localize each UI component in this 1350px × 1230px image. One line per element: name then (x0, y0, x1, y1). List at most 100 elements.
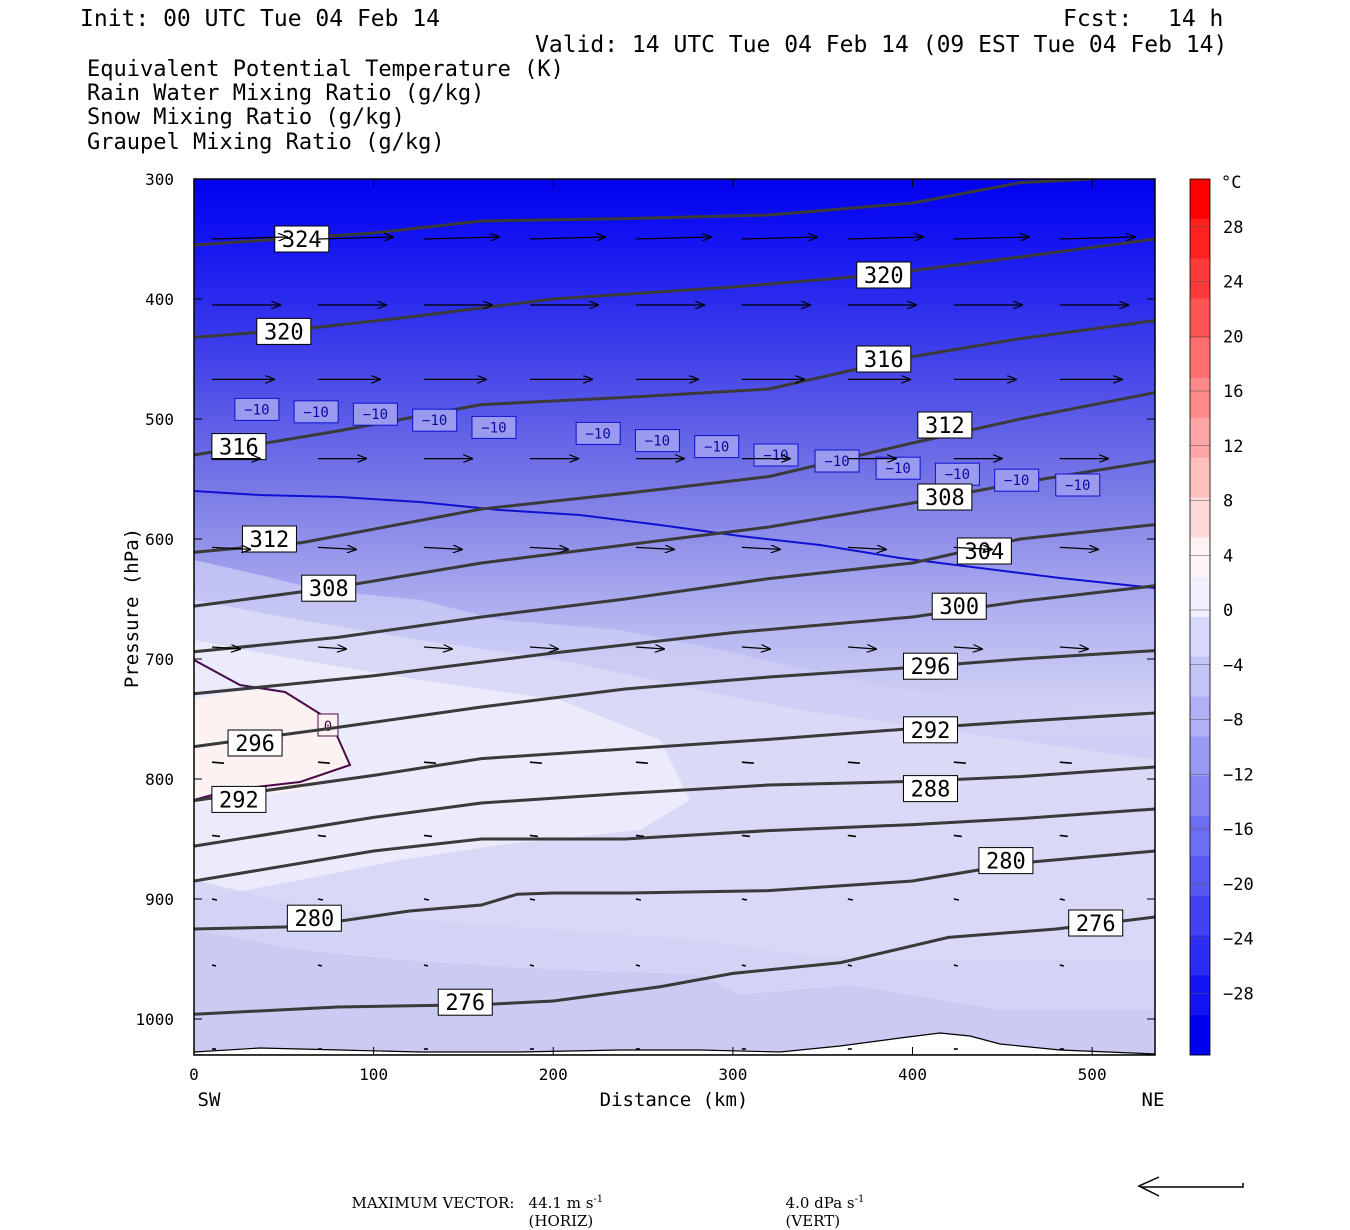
wind-vector (1059, 964, 1064, 967)
wind-vector (1059, 237, 1135, 239)
colorbar-swatch (1190, 656, 1210, 698)
svg-text:−10: −10 (763, 448, 788, 464)
theta-e-label-312: 312 (241, 525, 297, 553)
theta-e-label-308: 308 (301, 574, 357, 602)
svg-text:0: 0 (324, 719, 332, 735)
theta-e-contour-280 (194, 849, 1155, 931)
svg-text:296: 296 (911, 655, 951, 680)
svg-text:288: 288 (911, 778, 951, 803)
x-tick-label: 100 (359, 1065, 388, 1084)
x-axis-label: Distance (km) (600, 1089, 749, 1111)
isotherm-label-minus-ten: −10 (575, 421, 621, 445)
wind-vector (741, 237, 817, 239)
wind-vector (529, 834, 539, 838)
x-tick-label: 400 (898, 1065, 927, 1084)
y-tick-label: 700 (145, 650, 174, 669)
wind-vector (953, 898, 959, 901)
isotherm-label-minus-ten: −10 (412, 408, 458, 432)
svg-text:−10: −10 (885, 461, 910, 477)
theta-e-label-280: 280 (286, 904, 342, 932)
svg-text:−10: −10 (303, 405, 328, 421)
colorbar-label: −8 (1223, 711, 1243, 731)
svg-text:300: 300 (939, 595, 979, 620)
svg-text:−10: −10 (363, 407, 388, 423)
wind-vector (1059, 647, 1088, 649)
wind-vector (423, 834, 433, 838)
colorbar-label: 16 (1223, 382, 1243, 402)
wind-vector (423, 237, 499, 239)
colorbar-swatch (1190, 179, 1210, 220)
isotherm-label-minus-ten: −10 (471, 415, 517, 439)
colorbar-swatch (1190, 417, 1210, 459)
y-axis-label: Pressure (hPa) (121, 528, 143, 688)
y-tick-label: 900 (145, 890, 174, 909)
y-tick-label: 800 (145, 770, 174, 789)
svg-text:280: 280 (294, 907, 334, 932)
theta-e-label-304: 304 (956, 537, 1012, 565)
wind-vector (635, 834, 644, 838)
colorbar-label: −20 (1223, 875, 1254, 895)
wind-vector (953, 237, 1029, 239)
svg-text:280: 280 (986, 850, 1026, 875)
svg-text:−10: −10 (1065, 478, 1090, 494)
colorbar-label: −28 (1223, 984, 1254, 1004)
colorbar-swatch (1190, 497, 1210, 538)
wind-vector (529, 761, 542, 764)
wind-vector (741, 547, 780, 549)
forecast-label: Fcst: (1063, 6, 1133, 32)
colorbar-swatch (1190, 577, 1210, 618)
svg-text:−10: −10 (945, 467, 970, 483)
isotherm-label-minus-ten: −10 (694, 435, 740, 459)
svg-text:−10: −10 (645, 434, 670, 450)
max-vector-horiz: 44.1 m s-1 (HORIZ) (528, 1194, 604, 1230)
wind-vector (211, 547, 250, 549)
isotherm-label-minus-ten: −10 (634, 429, 680, 453)
wind-vector (423, 647, 452, 649)
wind-vector (847, 547, 886, 549)
cross-section-chart: 0 −10 −10 −10 −10 −10 −10 −10 −10 −10 −10 −10 −10 −1… (121, 170, 1254, 1111)
wind-vector (1059, 898, 1065, 901)
theta-e-label-308: 308 (917, 483, 973, 511)
svg-text:304: 304 (964, 540, 1004, 565)
wind-vector (847, 761, 860, 764)
y-tick-label: 400 (145, 290, 174, 309)
legend-rain: Rain Water Mixing Ratio (g/kg) (87, 81, 485, 106)
isotherm-label-minus-ten: −10 (753, 443, 799, 467)
theta-e-label-300: 300 (931, 592, 987, 620)
wind-vector (317, 547, 356, 549)
wind-vector (741, 761, 754, 764)
wind-vector (847, 834, 856, 838)
colorbar-label: 4 (1223, 546, 1233, 566)
svg-text:−10: −10 (244, 402, 269, 418)
wind-vector (635, 547, 674, 549)
theta-e-contour-296 (194, 649, 1155, 749)
svg-text:276: 276 (1076, 912, 1116, 937)
y-tick-label: 600 (145, 530, 174, 549)
wind-vector (847, 898, 853, 901)
theta-e-label-276: 276 (437, 988, 493, 1016)
wind-vector (317, 898, 324, 901)
svg-text:312: 312 (250, 528, 290, 553)
theta-e-label-276: 276 (1068, 909, 1124, 937)
wind-vector (741, 834, 750, 838)
wind-vector (317, 761, 331, 764)
isotherm-label-minus-ten: −10 (293, 400, 339, 424)
colorbar-label: −4 (1223, 656, 1243, 676)
theta-e-contour-276 (194, 915, 1155, 1016)
colorbar-swatch (1190, 816, 1210, 857)
wind-vector (635, 964, 641, 967)
theta-e-label-316: 316 (856, 345, 912, 373)
svg-text:−10: −10 (586, 426, 611, 442)
wind-vector (529, 237, 605, 239)
svg-text:308: 308 (309, 577, 349, 602)
theta-e-contour-312 (194, 391, 1155, 554)
colorbar-label: 20 (1223, 327, 1243, 347)
svg-text:308: 308 (925, 486, 965, 511)
svg-text:312: 312 (925, 414, 965, 439)
isotherm-label-minus-ten: −10 (875, 456, 921, 480)
wind-vector (423, 547, 462, 549)
colorbar-swatch (1190, 736, 1210, 777)
theta-e-label-316: 316 (211, 433, 267, 461)
svg-text:316: 316 (219, 436, 259, 461)
wind-vector (953, 547, 992, 549)
